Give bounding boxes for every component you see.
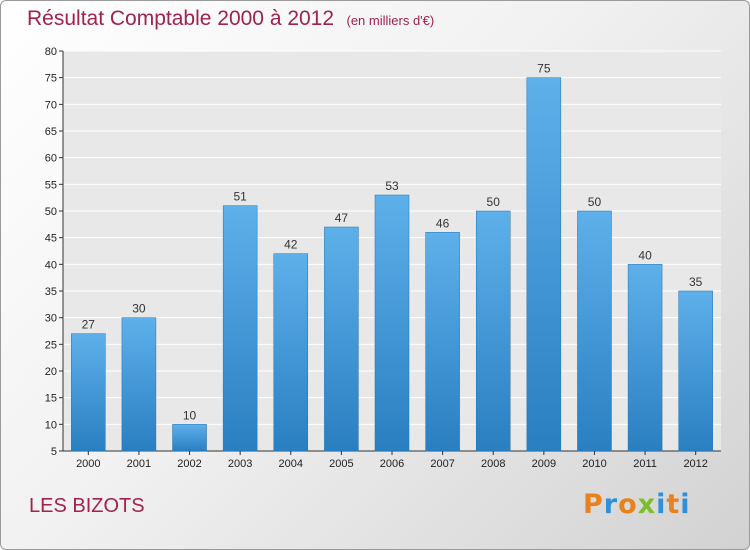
y-tick-label: 35 <box>45 286 57 298</box>
x-tick-label: 2012 <box>683 458 707 470</box>
bar <box>678 290 713 452</box>
bar <box>577 210 612 452</box>
y-tick-label: 65 <box>45 126 57 138</box>
x-tick-label: 2002 <box>177 458 201 470</box>
y-tick-label: 60 <box>45 153 57 165</box>
y-tick-label: 40 <box>45 259 57 271</box>
y-tick-label: 75 <box>45 73 57 85</box>
data-label: 75 <box>537 62 551 76</box>
x-tick-label: 2005 <box>329 458 353 470</box>
x-tick-label: 2009 <box>532 458 556 470</box>
logo-letter: i <box>656 489 667 520</box>
data-label: 50 <box>487 195 501 209</box>
bar <box>121 317 157 452</box>
bar <box>374 194 410 452</box>
chart-title-block: Résultat Comptable 2000 à 2012 (en milli… <box>27 7 434 31</box>
bar <box>526 77 562 452</box>
bar <box>425 232 460 452</box>
x-tick-label: 2000 <box>76 458 100 470</box>
bar <box>222 205 258 452</box>
data-label: 30 <box>132 302 146 316</box>
logo-letter: r <box>603 489 619 520</box>
x-tick-label: 2007 <box>430 458 454 470</box>
y-tick-label: 55 <box>45 179 57 191</box>
logo-letter: x <box>637 489 657 520</box>
data-label: 50 <box>588 195 602 209</box>
x-tick-label: 2010 <box>582 458 606 470</box>
logo-letter: o <box>618 489 638 520</box>
bar <box>273 253 309 452</box>
data-label: 40 <box>638 248 652 262</box>
data-label: 42 <box>284 238 298 252</box>
y-tick-label: 5 <box>51 446 57 458</box>
y-tick-label: 80 <box>45 46 57 58</box>
data-label: 53 <box>385 179 399 193</box>
bar <box>627 264 663 452</box>
data-label: 46 <box>436 216 450 230</box>
chart-unit-note: (en milliers d'€) <box>346 13 435 28</box>
y-tick-label: 70 <box>45 99 57 111</box>
bar <box>71 333 106 452</box>
x-tick-label: 2003 <box>228 458 252 470</box>
y-tick-label: 50 <box>45 206 57 218</box>
y-tick-label: 20 <box>45 366 57 378</box>
bar <box>475 210 511 452</box>
data-label: 47 <box>335 211 349 225</box>
y-tick-label: 10 <box>45 419 57 431</box>
data-label: 27 <box>82 318 96 332</box>
proxiti-logo: Proxiti <box>583 489 691 520</box>
bar <box>172 424 207 452</box>
x-tick-label: 2011 <box>633 458 657 470</box>
x-tick-label: 2006 <box>380 458 404 470</box>
data-label: 10 <box>183 408 197 422</box>
logo-letter: i <box>680 489 691 520</box>
x-tick-label: 2001 <box>127 458 151 470</box>
y-tick-label: 45 <box>45 233 57 245</box>
y-tick-label: 25 <box>45 339 57 351</box>
data-label: 35 <box>689 275 703 289</box>
y-tick-label: 30 <box>45 313 57 325</box>
chart-title: Résultat Comptable 2000 à 2012 <box>27 7 335 30</box>
bar <box>324 226 359 452</box>
logo-letter: P <box>583 489 604 520</box>
logo-letter: t <box>666 489 681 520</box>
x-tick-label: 2008 <box>481 458 505 470</box>
x-tick-label: 2004 <box>279 458 303 470</box>
commune-name: LES BIZOTS <box>29 495 145 517</box>
data-label: 51 <box>233 190 247 204</box>
y-tick-label: 15 <box>45 393 57 405</box>
